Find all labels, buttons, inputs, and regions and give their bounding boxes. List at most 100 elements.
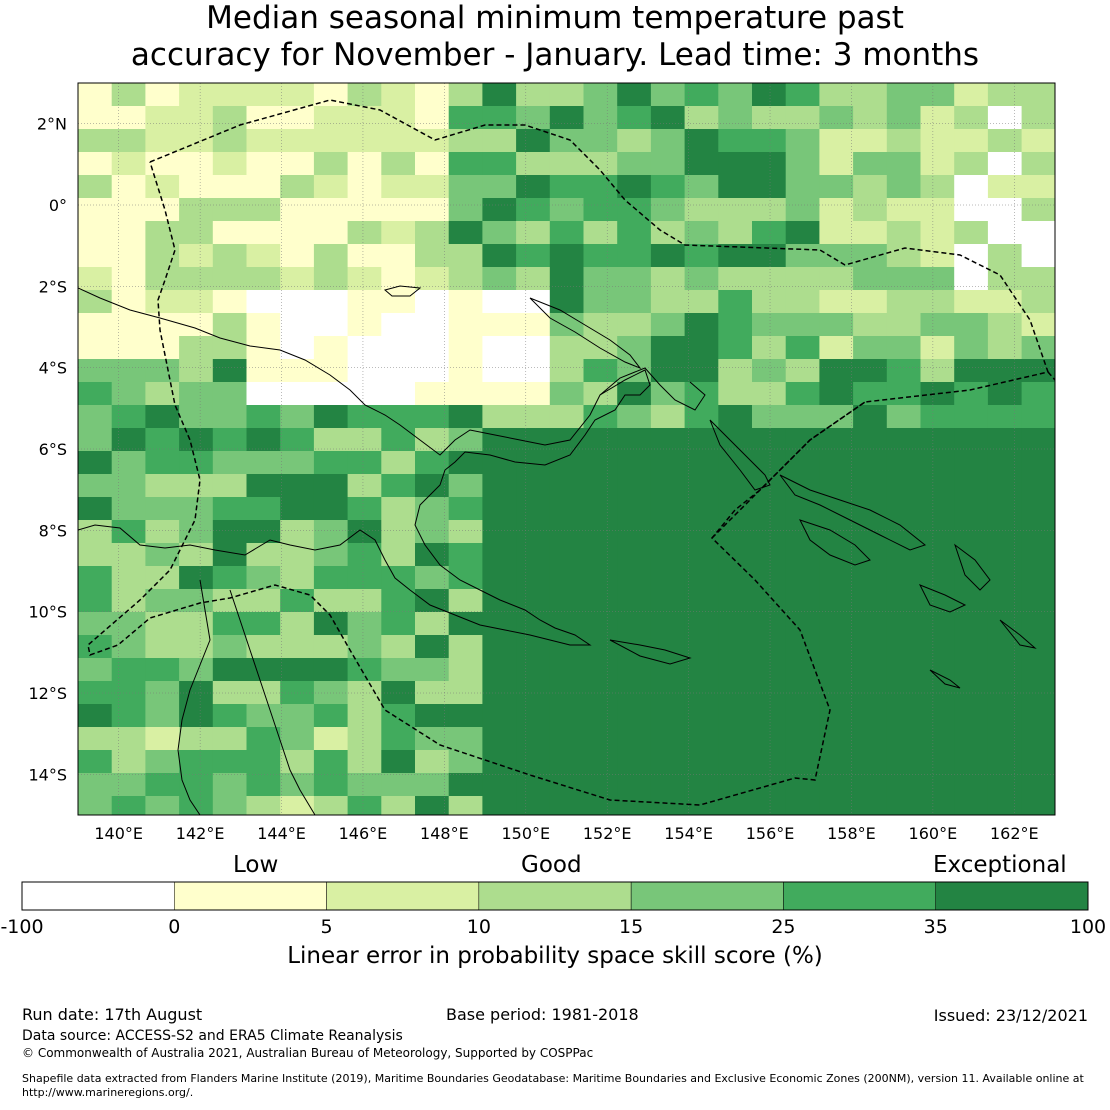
grid-cell — [246, 451, 281, 475]
grid-cell — [954, 428, 989, 452]
grid-cell — [785, 704, 820, 728]
grid-cell — [617, 290, 652, 314]
grid-cell — [987, 267, 1023, 291]
grid-cell — [819, 336, 854, 360]
grid-cell — [448, 796, 483, 815]
grid-cell — [718, 474, 753, 498]
grid-cell — [617, 313, 652, 337]
grid-cell — [617, 451, 652, 475]
grid-cell — [617, 612, 652, 636]
grid-cell — [381, 497, 416, 521]
grid-cell — [920, 244, 955, 268]
grid-cell — [111, 221, 146, 245]
grid-cell — [482, 566, 517, 590]
grid-cell — [111, 336, 146, 360]
grid-cell — [145, 313, 180, 337]
grid-cell — [347, 313, 382, 337]
grid-cell — [347, 267, 382, 291]
grid-cell — [886, 336, 922, 360]
grid-cell — [752, 635, 787, 659]
grid-cell — [954, 497, 989, 521]
grid-cell — [347, 359, 382, 383]
grid-cell — [752, 796, 787, 815]
grid-cell — [482, 635, 517, 659]
grid-cell — [212, 221, 248, 245]
grid-cell — [819, 359, 854, 383]
grid-cell — [650, 727, 686, 751]
grid-cell — [415, 175, 450, 199]
grid-cell — [954, 198, 989, 222]
grid-cell — [987, 796, 1023, 815]
grid-cell — [886, 750, 922, 774]
grid-cell — [583, 727, 618, 751]
grid-cell — [650, 221, 686, 245]
grid-cell — [482, 359, 517, 383]
grid-cell — [280, 198, 315, 222]
grid-cell — [145, 267, 180, 291]
grid-cell — [78, 382, 113, 406]
grid-cell — [954, 520, 989, 544]
grid-cell — [549, 267, 585, 291]
grid-cell — [549, 773, 585, 797]
grid-cell — [886, 152, 922, 176]
grid-cell — [246, 681, 281, 705]
grid-cell — [752, 681, 787, 705]
grid-cell — [415, 106, 450, 130]
lon-tick-label: 142°E — [176, 824, 225, 843]
coastlines — [78, 285, 1037, 815]
grid-cell — [684, 520, 719, 544]
grid-cell — [650, 566, 686, 590]
grid-cell — [381, 221, 416, 245]
grid-cell — [111, 313, 146, 337]
grid-cell — [347, 244, 382, 268]
grid-cell — [785, 221, 820, 245]
grid-cell — [111, 152, 146, 176]
grid-cell — [179, 566, 214, 590]
grid-cell — [684, 129, 719, 153]
grid-cell — [987, 474, 1023, 498]
grid-cell — [617, 336, 652, 360]
colorbar-tick-labels: -100 0 5 10 15 25 35 100 — [0, 916, 1106, 938]
coastline-solomons-1 — [779, 474, 927, 551]
grid-cell — [516, 221, 551, 245]
grid-cell — [313, 336, 349, 360]
coastline-new-guinea-south — [78, 494, 592, 646]
grid-cell — [347, 221, 382, 245]
grid-cell — [145, 129, 180, 153]
grid-cell — [111, 106, 146, 130]
grid-cell — [549, 727, 585, 751]
grid-cell — [920, 635, 955, 659]
grid-cell — [145, 520, 180, 544]
title-line-2: accuracy for November - January. Lead ti… — [130, 37, 980, 73]
grid-cell — [246, 727, 281, 751]
grid-cell — [617, 658, 652, 682]
grid-cell — [785, 428, 820, 452]
grid-cell — [650, 474, 686, 498]
grid-cell — [987, 635, 1023, 659]
grid-cell — [617, 796, 652, 815]
grid-cell — [853, 106, 888, 130]
grid-cell — [920, 497, 955, 521]
grid-cell — [954, 773, 989, 797]
grid-cell — [212, 543, 248, 567]
grid-cell — [415, 359, 450, 383]
grid-cell — [684, 83, 719, 107]
grid-cell — [650, 336, 686, 360]
grid-cell — [280, 635, 315, 659]
grid-cell — [280, 405, 315, 429]
grid-cell — [785, 612, 820, 636]
grid-cell — [617, 359, 652, 383]
grid-cell — [549, 290, 585, 314]
grid-cell — [212, 336, 248, 360]
grid-cell — [179, 83, 214, 107]
base-period: Base period: 1981-2018 — [446, 1005, 639, 1024]
grid-cell — [583, 520, 618, 544]
grid-cell — [381, 635, 416, 659]
grid-cell — [785, 497, 820, 521]
grid-cell — [920, 681, 955, 705]
grid-cell — [752, 750, 787, 774]
grid-cell — [381, 520, 416, 544]
grid-cell — [549, 681, 585, 705]
grid-cell — [347, 129, 382, 153]
grid-cell — [347, 704, 382, 728]
